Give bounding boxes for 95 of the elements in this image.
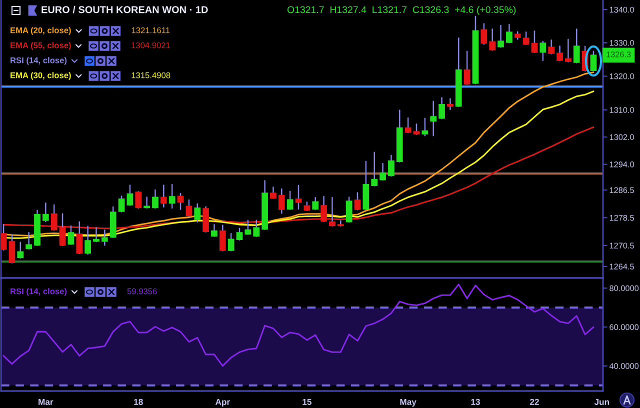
candlestick [371,152,378,187]
candlestick [346,196,352,223]
y-tick-label: 40.0000 [609,363,639,369]
y-tick-label: 1278.5 [610,214,634,221]
candlestick [186,199,192,217]
candlestick [17,242,24,259]
candlestick [556,45,563,62]
candlestick [413,123,420,135]
candlestick [404,117,412,134]
candlestick [126,184,134,206]
x-tick-label: 13 [471,398,480,405]
candlestick [430,100,437,136]
candlestick [76,221,83,254]
y-tick-label: 1330.0 [610,40,634,46]
text: EMA (20, close) [10,27,71,35]
candlestick [118,196,125,212]
candlestick [68,225,74,246]
x-tick-label: May [400,398,416,407]
x-tick-label: Jun [594,398,610,405]
line-series [2,284,594,367]
chart-title: EURO / SOUTH KOREAN WON · 1D [42,6,208,14]
candlestick [337,220,344,227]
candlestick [464,50,470,85]
candlestick [228,233,234,252]
y-tick-label: 1270.5 [610,242,634,249]
candlestick [50,204,58,231]
candlestick [8,234,16,264]
candlestick [101,230,108,246]
candlestick [236,228,243,241]
candlestick [278,188,285,214]
candlestick [540,40,546,62]
candlestick [59,213,66,246]
y-tick-label: 1320.0 [610,73,634,80]
y-tick-label: 80.0000 [610,285,639,292]
text: O1321.7 H1327.4 L1321.7 C1326.3 +4.6 (+0.35%) [287,6,516,16]
x-tick-label: 22 [530,398,539,405]
candlestick [160,184,167,208]
x-tick-label: 15 [302,398,312,405]
candlestick [84,226,91,255]
annotation: 1304.9021 [132,42,170,48]
candlestick [244,220,252,235]
candlestick [144,196,150,209]
candlestick [152,189,158,209]
candlestick [522,31,530,46]
y-tick-label: 1310.0 [610,107,634,113]
y-tick-label: 1340.0 [610,6,634,13]
legend-label: RSI (14, close) [10,57,67,65]
x-tick-label: 18 [134,398,143,405]
candlestick [135,191,142,209]
y-tick-label: 1286.5 [610,187,634,194]
annotation: 1326.3 [606,51,631,58]
candlestick [320,196,327,222]
candlestick [211,224,218,238]
x-tick-label: Apr [215,398,230,407]
y-tick-label: 1302.0 [610,134,634,140]
candlestick [438,97,445,120]
text: EMA (55, close) [10,42,71,50]
text: EMA (30, close) [10,72,71,80]
candlestick [548,39,555,54]
candlestick [42,202,49,222]
candlestick [573,28,580,64]
annotation: 1321.1611 [132,27,170,34]
candlestick [26,232,32,250]
candlestick [447,98,454,110]
candlestick [329,196,336,227]
candlestick [253,220,260,238]
candlestick [312,196,319,210]
candlestick [354,192,361,210]
candlestick [480,23,488,45]
candlestick [422,118,428,136]
candlestick [1,224,7,251]
x-tick-label: Mar [38,398,54,405]
y-tick-label: 60.0000 [610,324,639,330]
annotation: 59.9356 [127,288,157,294]
candlestick [168,184,176,209]
text: RSI (14, close) [10,288,67,296]
candlestick [380,162,386,181]
candlestick [388,154,394,177]
candlestick [93,227,100,242]
candlestick [177,192,184,210]
candlestick [506,24,512,44]
candlestick [565,38,572,62]
candlestick [286,190,294,210]
annotation: 1315.4908 [132,72,170,78]
candlestick [194,203,201,222]
candlestick [498,24,504,48]
candlestick [219,224,226,252]
candlestick [295,184,302,210]
y-tick-label: 1294.0 [610,162,634,168]
candlestick [202,206,209,233]
candlestick [590,50,597,72]
y-tick-label: 1264.5 [610,264,634,270]
candlestick [531,30,538,54]
candlestick [270,186,276,199]
candlestick [489,28,496,51]
